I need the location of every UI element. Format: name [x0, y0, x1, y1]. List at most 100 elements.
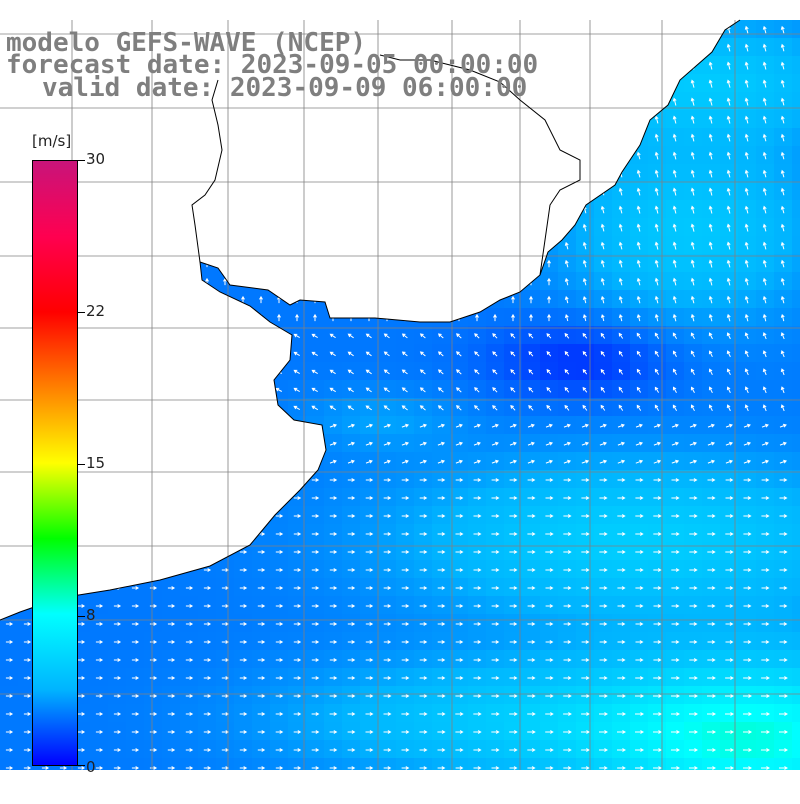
wind-arrow — [293, 514, 302, 518]
wind-arrow — [97, 115, 101, 124]
wind-arrow — [277, 169, 281, 178]
wind-speed-cell — [324, 488, 342, 506]
wind-arrow — [293, 604, 302, 608]
wind-arrow — [203, 658, 212, 662]
wind-arrow — [618, 332, 624, 339]
wind-arrow — [475, 313, 479, 322]
wind-arrow — [149, 730, 158, 734]
wind-arrow — [167, 459, 175, 464]
wind-arrow — [780, 350, 785, 358]
wind-arrow — [509, 496, 518, 500]
wind-arrow — [25, 115, 29, 124]
wind-arrow — [493, 151, 497, 160]
wind-arrow — [653, 423, 661, 428]
wind-arrow — [59, 766, 68, 770]
wind-speed-cell — [702, 632, 720, 650]
wind-arrow — [167, 514, 176, 518]
wind-speed-cell — [324, 560, 342, 578]
wind-arrow — [491, 604, 500, 608]
wind-arrow — [331, 259, 335, 268]
wind-arrow — [581, 676, 590, 680]
wind-arrow — [690, 97, 695, 106]
wind-speed-cell — [756, 758, 774, 770]
wind-speed-cell — [540, 74, 558, 92]
wind-speed-cell — [558, 488, 576, 506]
wind-arrow — [23, 658, 32, 662]
wind-speed-cell — [396, 344, 414, 362]
wind-arrow — [185, 369, 193, 374]
wind-speed-cell — [270, 434, 288, 452]
wind-arrow — [618, 151, 623, 160]
wind-speed-cell — [684, 20, 702, 38]
wind-arrow — [419, 441, 428, 446]
wind-speed-cell — [414, 254, 432, 272]
wind-arrow — [77, 730, 86, 734]
wind-speed-cell — [378, 326, 396, 344]
wind-arrow — [133, 295, 137, 304]
wind-arrow — [564, 115, 569, 124]
wind-speed-cell — [594, 470, 612, 488]
wind-speed-cell — [684, 524, 702, 542]
wind-speed-cell — [0, 110, 18, 128]
wind-arrow — [455, 351, 462, 357]
wind-speed-cell — [414, 560, 432, 578]
wind-arrow — [383, 405, 390, 411]
wind-speed-cell — [378, 146, 396, 164]
wind-arrow — [113, 405, 121, 410]
wind-arrow — [239, 622, 248, 626]
wind-arrow — [5, 423, 13, 428]
wind-arrow — [457, 115, 461, 124]
wind-arrow — [383, 712, 392, 716]
wind-speed-cell — [234, 182, 252, 200]
wind-speed-cell — [576, 452, 594, 470]
wind-speed-cell — [0, 326, 18, 344]
wind-speed-cell — [360, 200, 378, 218]
wind-arrow — [113, 387, 121, 392]
wind-speed-cell — [324, 182, 342, 200]
wind-speed-cell — [288, 236, 306, 254]
wind-arrow — [473, 514, 482, 518]
wind-arrow — [401, 568, 410, 572]
wind-arrow — [95, 496, 104, 500]
wind-speed-cell — [666, 578, 684, 596]
wind-arrow — [167, 586, 176, 590]
wind-speed-cell — [792, 164, 800, 182]
wind-speed-cell — [468, 182, 486, 200]
wind-speed-cell — [288, 380, 306, 398]
wind-arrow — [239, 514, 248, 518]
wind-arrow — [437, 676, 446, 680]
wind-arrow — [329, 441, 337, 446]
wind-speed-cell — [684, 722, 702, 740]
wind-arrow — [113, 604, 122, 608]
wind-arrow — [203, 333, 211, 338]
wind-arrow — [185, 640, 194, 644]
wind-arrow — [636, 295, 641, 304]
wind-speed-cell — [576, 722, 594, 740]
wind-arrow — [25, 241, 29, 250]
wind-arrow — [437, 748, 446, 752]
wind-arrow — [76, 387, 85, 392]
wind-arrow — [365, 604, 374, 608]
wind-arrow — [167, 604, 176, 608]
wind-arrow — [708, 259, 713, 268]
wind-arrow — [654, 368, 660, 375]
wind-speed-cell — [792, 308, 800, 326]
wind-arrow — [761, 676, 770, 680]
wind-speed-cell — [486, 686, 504, 704]
wind-speed-cell — [0, 290, 18, 308]
wind-arrow — [779, 586, 788, 590]
wind-arrow — [457, 259, 461, 268]
wind-speed-cell — [324, 452, 342, 470]
wind-arrow — [205, 223, 209, 232]
wind-arrow — [779, 604, 788, 608]
wind-arrow — [419, 333, 426, 339]
wind-arrow — [187, 205, 191, 214]
wind-arrow — [421, 295, 425, 304]
wind-speed-cell — [558, 524, 576, 542]
wind-arrow — [707, 514, 716, 518]
wind-arrow — [293, 478, 302, 482]
wind-arrow — [223, 133, 227, 142]
wind-arrow — [780, 79, 785, 88]
wind-arrow — [707, 604, 716, 608]
wind-speed-cell — [450, 470, 468, 488]
